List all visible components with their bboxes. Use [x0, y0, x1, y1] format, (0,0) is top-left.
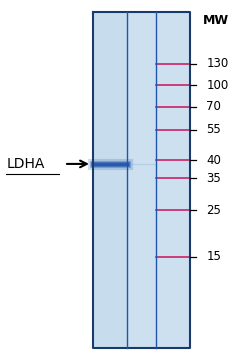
- Bar: [93, 12, 190, 348]
- Text: 55: 55: [206, 123, 221, 136]
- Text: MW: MW: [203, 14, 229, 27]
- Text: 130: 130: [206, 57, 229, 71]
- Text: 70: 70: [206, 100, 221, 113]
- Text: 15: 15: [206, 250, 221, 263]
- Text: 100: 100: [206, 79, 229, 92]
- Text: 40: 40: [206, 154, 221, 167]
- Text: 35: 35: [206, 172, 221, 185]
- Text: LDHA: LDHA: [6, 157, 45, 171]
- Text: 25: 25: [206, 204, 221, 217]
- Bar: [93, 12, 127, 348]
